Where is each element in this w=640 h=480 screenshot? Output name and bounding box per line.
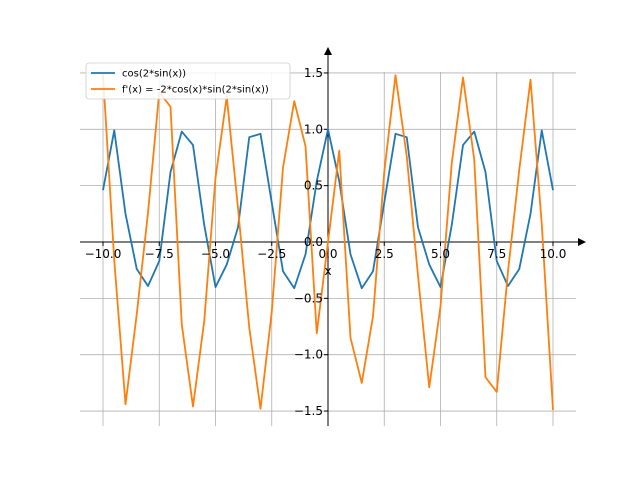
- series-lines: [102, 74, 554, 410]
- x-tick-label-8: 10.0: [540, 247, 567, 261]
- x-tick-label-6: 5.0: [431, 247, 450, 261]
- legend: cos(2*sin(x)) f'(x) = -2*cos(x)*sin(2*sin…: [85, 62, 291, 100]
- y-tick-label-5: 1.0: [304, 122, 323, 136]
- x-tick-label-1: −7.5: [145, 247, 174, 261]
- legend-label-1: f'(x) = -2*cos(x)*sin(2*sin(x)): [122, 85, 269, 96]
- x-tick-label-2: −5.0: [201, 247, 230, 261]
- y-axis-arrow: [324, 47, 332, 55]
- y-tick-label-0: −1.5: [294, 404, 323, 418]
- x-axis-label: x: [324, 264, 331, 278]
- x-tick-label-0: −10.0: [85, 247, 122, 261]
- axes: [80, 47, 586, 426]
- series-line-0: [102, 128, 554, 290]
- x-tick-label-4: 0.0: [318, 247, 337, 261]
- legend-label-0: cos(2*sin(x)): [122, 69, 186, 80]
- y-tick-label-3: 0.0: [304, 235, 323, 249]
- x-axis-arrow: [578, 238, 586, 246]
- y-tick-label-6: 1.5: [304, 66, 323, 80]
- x-tick-label-3: −2.5: [257, 247, 286, 261]
- x-tick-label-5: 2.5: [375, 247, 394, 261]
- y-tick-label-1: −1.0: [294, 348, 323, 362]
- legend-box: [85, 62, 291, 100]
- tick-labels: −10.0 −7.5 −5.0 −2.5 0.0 2.5 5.0 7.5 10.0 −1.5 −1.…: [85, 66, 567, 418]
- series-line-1: [102, 74, 554, 410]
- y-tick-label-4: 0.5: [304, 179, 323, 193]
- y-tick-label-2: −0.5: [294, 291, 323, 305]
- x-tick-label-7: 7.5: [487, 247, 506, 261]
